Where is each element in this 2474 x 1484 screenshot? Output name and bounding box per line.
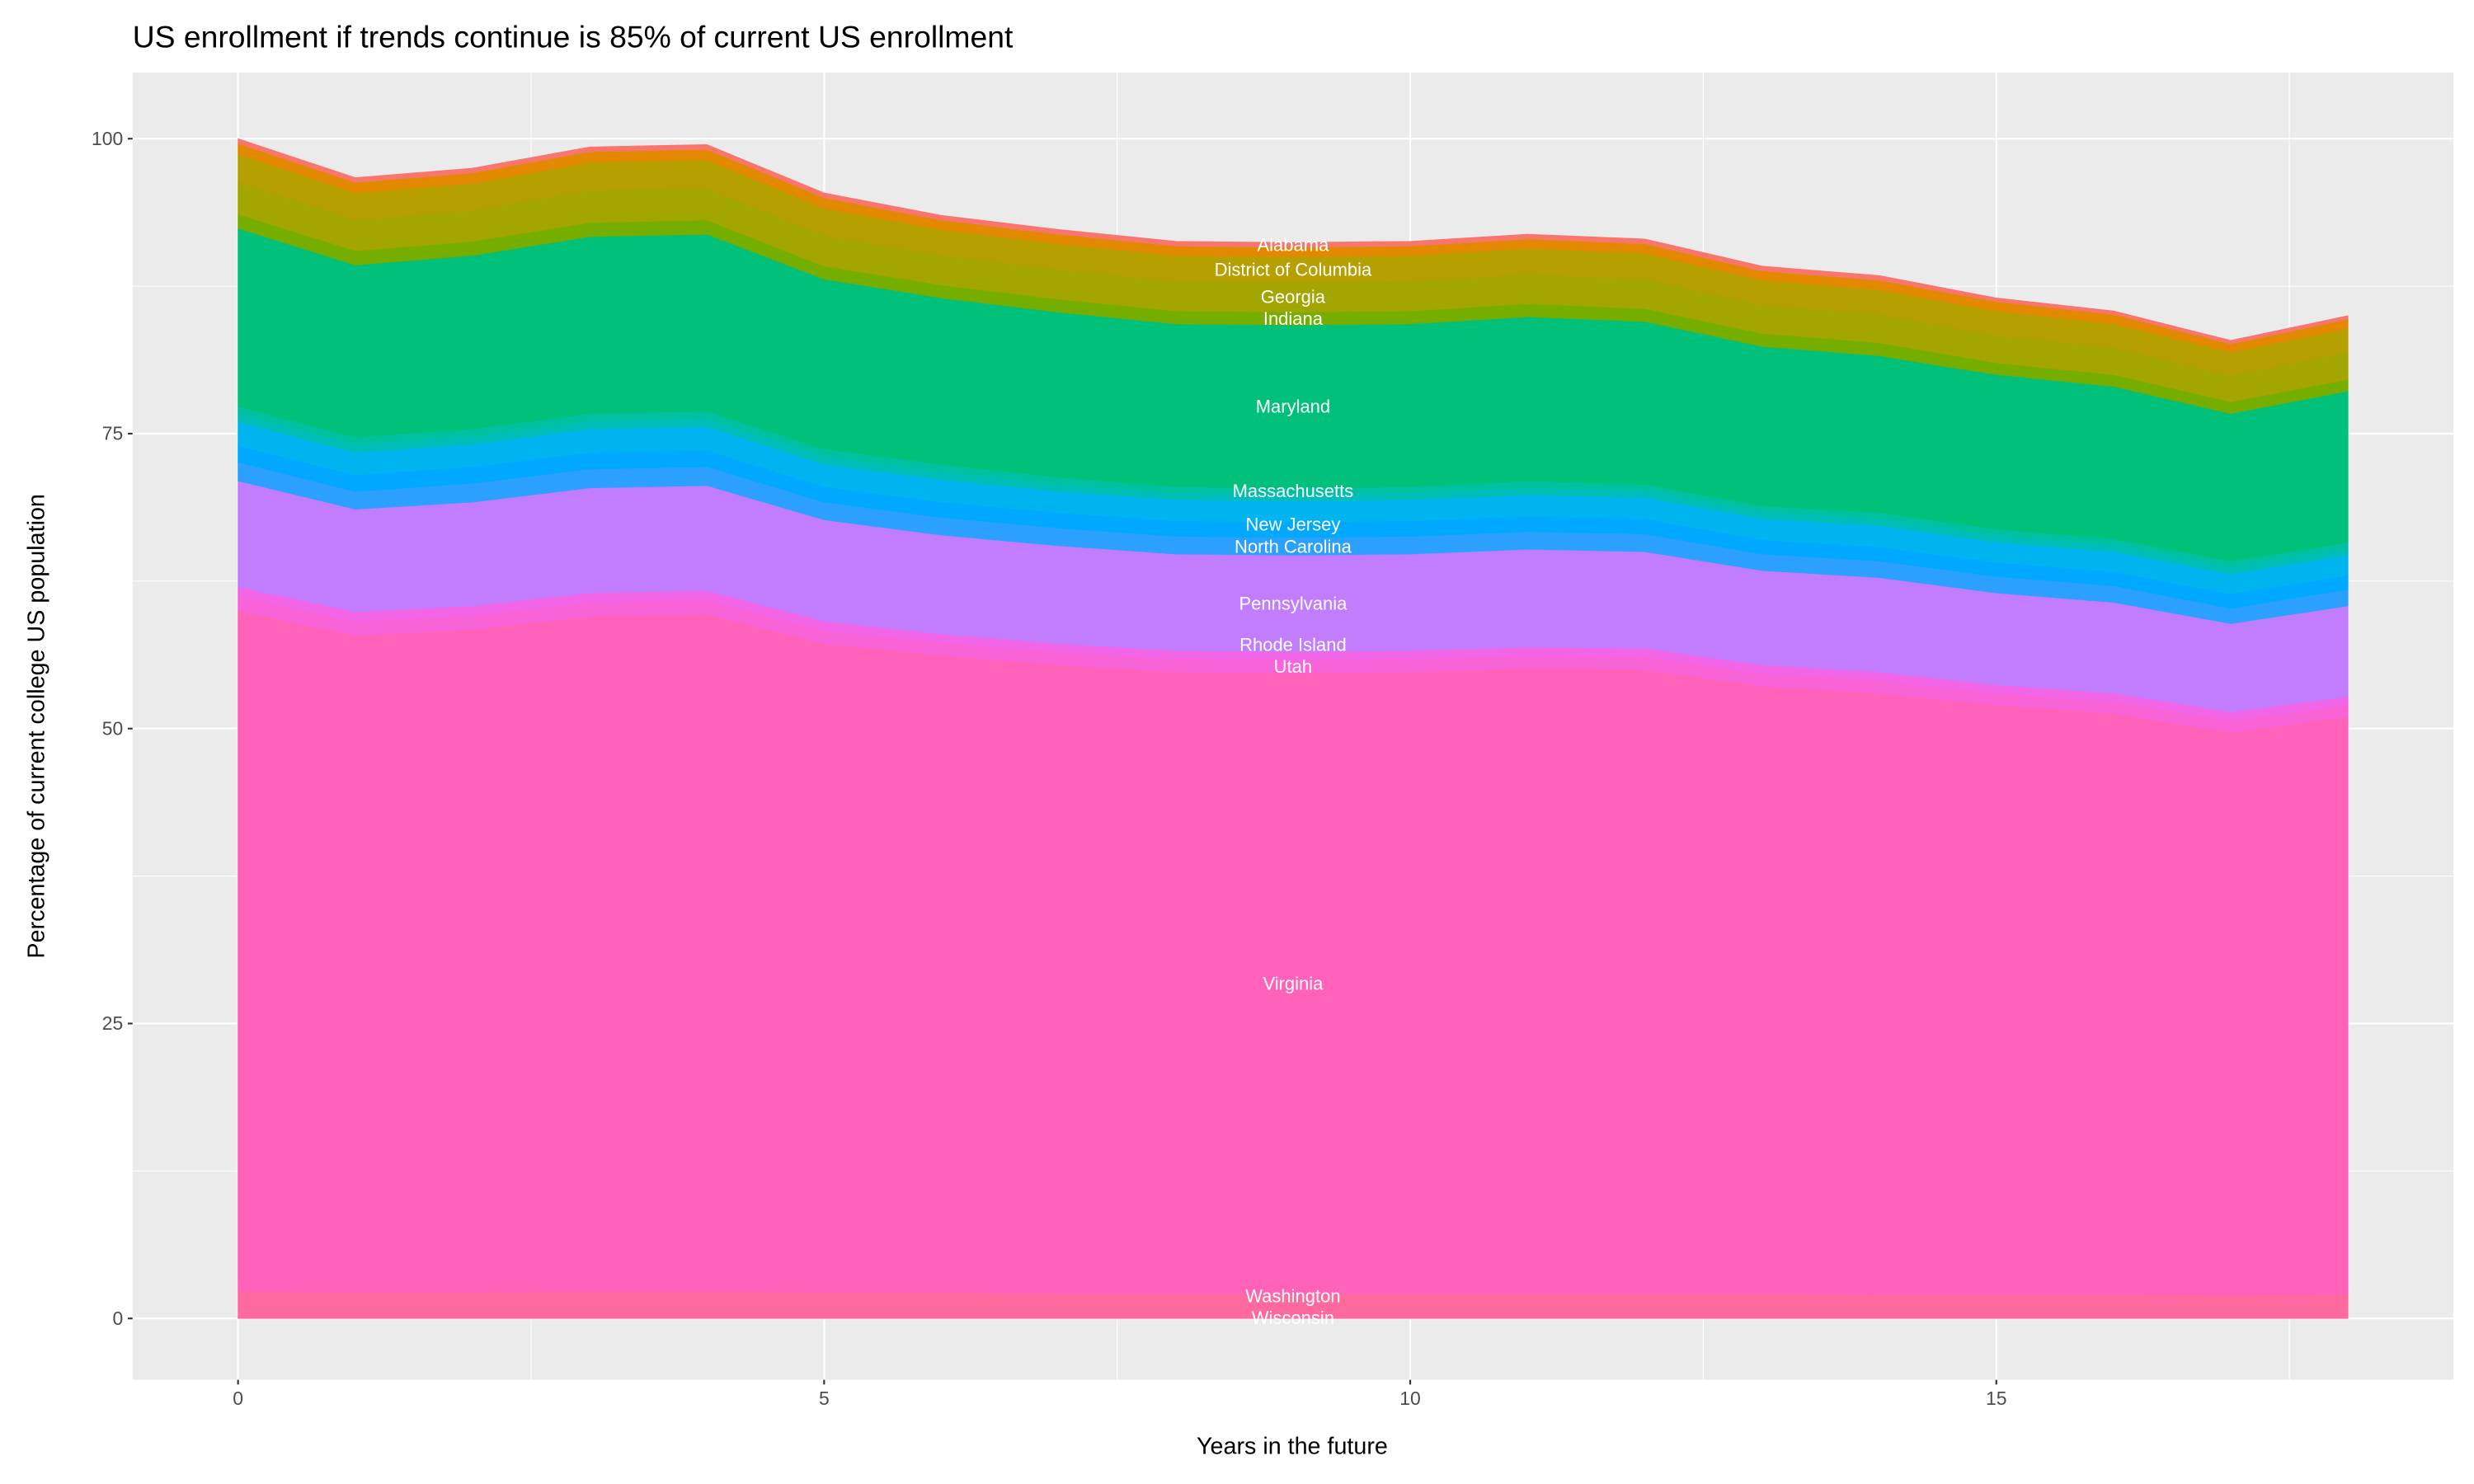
chart-title: US enrollment if trends continue is 85% … <box>133 19 1014 54</box>
area-alabama <box>238 138 2349 345</box>
x-tick-label: 0 <box>233 1388 243 1409</box>
series-label: Indiana <box>1263 308 1324 329</box>
y-tick-label: 75 <box>102 423 124 444</box>
series-label: Wisconsin <box>1252 1308 1334 1328</box>
x-tick-label: 5 <box>819 1388 830 1409</box>
x-axis-title: Years in the future <box>1197 1434 1388 1460</box>
series-label: Utah <box>1274 656 1312 677</box>
series-label: Rhode Island <box>1239 634 1347 655</box>
y-tick-label: 0 <box>112 1308 123 1329</box>
area-layers <box>238 138 2349 1319</box>
series-label: Massachusetts <box>1233 481 1354 501</box>
series-label: North Carolina <box>1235 536 1352 556</box>
y-axis-title: Percentage of current college US populat… <box>24 494 50 959</box>
y-tick-label: 100 <box>92 128 123 149</box>
series-label: Virginia <box>1263 973 1324 993</box>
series-label: District of Columbia <box>1215 260 1372 280</box>
series-label: New Jersey <box>1245 514 1340 534</box>
axes: 0 25 50 75 100 0 5 10 15 <box>92 128 2007 1409</box>
area-virginia <box>238 610 2349 1297</box>
series-label: Georgia <box>1261 286 1326 307</box>
series-label: Washington <box>1245 1285 1340 1306</box>
series-label: Maryland <box>1256 397 1330 417</box>
x-tick-label: 10 <box>1399 1388 1421 1409</box>
series-label: Alabama <box>1258 235 1330 256</box>
series-label: Pennsylvania <box>1239 594 1348 614</box>
x-tick-label: 15 <box>1986 1388 2007 1409</box>
y-tick-label: 50 <box>102 717 124 739</box>
y-tick-label: 25 <box>102 1012 124 1034</box>
